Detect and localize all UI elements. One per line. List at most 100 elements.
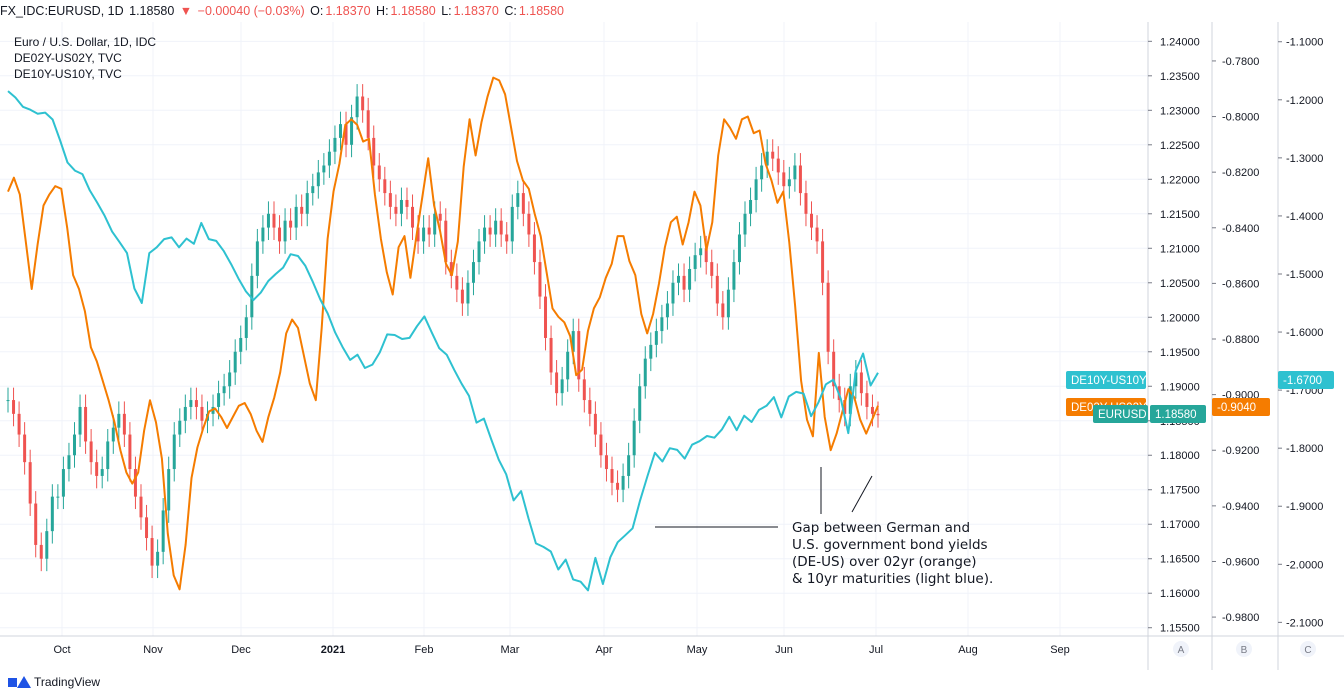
- axis-b-tick-label: -0.9800: [1222, 612, 1259, 624]
- candle-body: [616, 482, 620, 490]
- de10-value-tag-text: -1.6700: [1283, 375, 1322, 387]
- candle-body: [582, 379, 586, 401]
- candle-body: [749, 199, 753, 214]
- brand-name: TradingView: [34, 675, 101, 689]
- candle-body: [444, 220, 448, 263]
- candle-body: [449, 262, 453, 276]
- eurusd-value-tag-text: 1.18580: [1155, 409, 1197, 421]
- candle-body: [139, 496, 143, 518]
- candle-body: [100, 469, 104, 476]
- candle-body: [677, 275, 681, 283]
- axis-b-letter: B: [1241, 645, 1248, 656]
- candle-body: [660, 317, 664, 332]
- candle-body: [604, 455, 608, 470]
- candle-body: [754, 179, 758, 200]
- candle-body: [311, 186, 315, 194]
- candle-body: [150, 538, 154, 566]
- candle-body: [832, 351, 836, 387]
- eurusd-name-tag-bg[interactable]: [1093, 405, 1148, 423]
- close-label: C:: [504, 4, 517, 18]
- candle-body: [621, 475, 625, 490]
- eurusd-value-tag-bg[interactable]: [1150, 405, 1206, 423]
- candle-body: [715, 275, 719, 304]
- axis-c-tick-label: -1.8000: [1286, 443, 1323, 455]
- candle-body: [494, 220, 498, 235]
- de02-value-tag-text: -0.9040: [1217, 402, 1256, 414]
- candle-body: [737, 234, 741, 263]
- candle-body: [627, 455, 631, 476]
- candle-body: [350, 117, 354, 145]
- candle-body: [95, 462, 99, 476]
- candle-body: [560, 379, 564, 394]
- axis-b-tick-label: -0.9600: [1222, 556, 1259, 568]
- candle-body: [122, 413, 126, 435]
- candle-body: [532, 234, 536, 263]
- axis-c-tick-label: -1.1000: [1286, 37, 1323, 49]
- candle-body: [178, 420, 182, 435]
- symbol-name[interactable]: FX_IDC:EURUSD, 1D: [0, 4, 124, 18]
- x-tick-label: Aug: [958, 644, 978, 656]
- close-value: 1.18580: [518, 4, 565, 18]
- candle-body: [278, 227, 282, 242]
- axis-c-badge[interactable]: [1300, 641, 1316, 657]
- candle-body: [610, 469, 614, 483]
- axis-a-tick-label: 1.15500: [1160, 623, 1200, 635]
- candle-body: [289, 220, 293, 228]
- candle-body: [577, 331, 581, 380]
- candle-body: [826, 282, 830, 352]
- candle-body: [106, 441, 110, 470]
- x-tick-label: May: [687, 644, 708, 656]
- candle-body: [527, 213, 531, 235]
- candle-body: [45, 531, 49, 559]
- series-legend: Euro / U.S. Dollar, 1D, IDC DE02Y-US02Y,…: [14, 34, 156, 82]
- candle-body: [250, 275, 254, 318]
- de10-series-line[interactable]: [7, 90, 879, 592]
- de10-value-tag-bg[interactable]: [1278, 371, 1334, 389]
- axis-a-tick-label: 1.18000: [1160, 450, 1200, 462]
- axis-a-tick-label: 1.17500: [1160, 485, 1200, 497]
- candle-body: [344, 124, 348, 145]
- candle-body: [466, 282, 470, 304]
- de10-name-tag-bg[interactable]: [1066, 371, 1146, 389]
- legend-eurusd[interactable]: Euro / U.S. Dollar, 1D, IDC: [14, 35, 157, 49]
- de02-value-tag-bg[interactable]: [1212, 398, 1270, 416]
- candle-body: [643, 358, 647, 387]
- candle-body: [12, 400, 16, 414]
- candle-body: [599, 434, 603, 456]
- eurusd-name-tag-text: EURUSD: [1098, 409, 1147, 421]
- axis-a-tick-label: 1.16500: [1160, 554, 1200, 566]
- candle-body: [361, 96, 365, 111]
- candle-body: [294, 206, 298, 228]
- candle-body: [233, 351, 237, 373]
- candle-body: [505, 234, 509, 242]
- candle-body: [804, 193, 808, 214]
- candle-body: [427, 227, 431, 235]
- chart-canvas[interactable]: Oct Nov Dec 2021 Feb Mar Apr May Jun Jul Aug Sep 1.2…: [0, 22, 1344, 670]
- candle-body: [300, 206, 304, 214]
- candle-body: [649, 344, 653, 359]
- axis-a-badge[interactable]: [1173, 641, 1189, 657]
- candle-body: [133, 469, 137, 497]
- legend-de10[interactable]: DE10Y-US10Y, TVC: [14, 67, 122, 81]
- legend-de02[interactable]: DE02Y-US02Y, TVC: [14, 51, 122, 65]
- candle-body: [333, 137, 337, 152]
- candle-body: [477, 241, 481, 263]
- candle-body: [460, 289, 464, 304]
- de02-series-line[interactable]: [7, 76, 879, 591]
- axis-b-badge[interactable]: [1236, 641, 1252, 657]
- de10-name-tag-text: DE10Y-US10Y: [1071, 375, 1147, 387]
- candle-body: [843, 400, 847, 414]
- candle-body: [217, 393, 221, 407]
- candle-body: [726, 289, 730, 318]
- candle-body: [521, 193, 525, 214]
- candle-body: [388, 193, 392, 207]
- candle-body: [266, 213, 270, 228]
- candle-body: [549, 337, 553, 373]
- x-tick-label: 2021: [321, 644, 345, 656]
- axis-a-tick-label: 1.16000: [1160, 588, 1200, 600]
- candle-body: [848, 386, 852, 414]
- candle-body: [566, 351, 570, 380]
- axis-a-tick-label: 1.20500: [1160, 278, 1200, 290]
- candle-body: [322, 165, 326, 173]
- footer-branding[interactable]: TradingView: [8, 675, 100, 689]
